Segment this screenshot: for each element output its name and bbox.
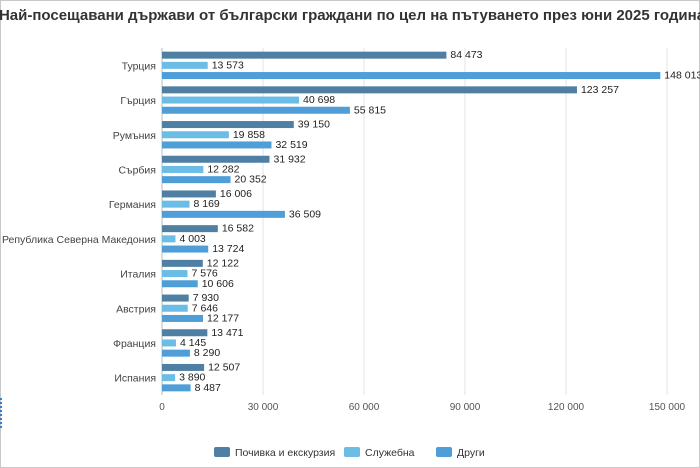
value-label: 7 930 bbox=[193, 292, 219, 304]
bar[interactable] bbox=[162, 176, 231, 184]
category-label: Германия bbox=[109, 199, 156, 211]
bar[interactable] bbox=[162, 61, 208, 69]
value-label: 16 006 bbox=[220, 188, 252, 200]
value-label: 4 145 bbox=[180, 337, 206, 349]
bar[interactable] bbox=[162, 210, 285, 218]
bar[interactable] bbox=[162, 314, 203, 322]
x-tick-label: 0 bbox=[159, 402, 165, 413]
legend-swatch[interactable] bbox=[214, 447, 230, 457]
value-label: 12 177 bbox=[207, 312, 239, 324]
category-labels: Турция Гърция Румъния Сърбия Германия Републи… bbox=[2, 60, 156, 384]
category-label: Франция bbox=[113, 338, 156, 350]
bar[interactable] bbox=[162, 131, 229, 139]
category-label: Румъния bbox=[113, 130, 156, 142]
value-label: 12 122 bbox=[207, 257, 239, 269]
x-tick-label: 120 000 bbox=[548, 402, 585, 413]
bar[interactable] bbox=[162, 363, 205, 371]
value-labels: 84 473 13 573 148 013 123 257 40 698 55 815 39… bbox=[179, 49, 700, 394]
bar[interactable] bbox=[162, 86, 577, 94]
bar[interactable] bbox=[162, 165, 204, 173]
category-label: Република Северна Македония bbox=[2, 234, 156, 246]
category-label: Гърция bbox=[120, 95, 156, 107]
value-label: 123 257 bbox=[581, 84, 619, 96]
bar[interactable] bbox=[162, 280, 198, 288]
value-label: 8 290 bbox=[194, 347, 220, 359]
category-label: Сърбия bbox=[118, 164, 156, 176]
value-label: 39 150 bbox=[298, 119, 330, 131]
bar[interactable] bbox=[162, 141, 272, 149]
legend-swatch[interactable] bbox=[344, 447, 360, 457]
bar[interactable] bbox=[162, 225, 218, 233]
bar[interactable] bbox=[162, 270, 188, 278]
value-label: 13 573 bbox=[212, 59, 244, 71]
value-label: 40 698 bbox=[303, 94, 335, 106]
legend-label[interactable]: Служебна bbox=[365, 447, 415, 459]
bar[interactable] bbox=[162, 96, 300, 104]
value-label: 7 576 bbox=[192, 268, 218, 280]
x-tick-label: 150 000 bbox=[649, 402, 686, 413]
value-label: 3 890 bbox=[179, 372, 205, 384]
grid-lines bbox=[161, 48, 668, 395]
value-label: 8 487 bbox=[195, 382, 221, 394]
bar[interactable] bbox=[162, 200, 190, 208]
bar[interactable] bbox=[162, 339, 176, 347]
value-label: 20 352 bbox=[235, 174, 267, 186]
value-label: 84 473 bbox=[450, 49, 482, 61]
category-label: Испания bbox=[114, 373, 156, 385]
x-tick-label: 60 000 bbox=[349, 402, 380, 413]
chart-title: Най-посещавани държави от български граж… bbox=[0, 7, 700, 24]
bar[interactable] bbox=[162, 329, 208, 337]
bars bbox=[162, 51, 661, 392]
legend[interactable]: Почивка и екскурзия Служебна Други bbox=[214, 447, 485, 459]
value-label: 13 471 bbox=[211, 327, 243, 339]
legend-label[interactable]: Други bbox=[457, 447, 485, 459]
selection-marker bbox=[0, 398, 4, 428]
bar[interactable] bbox=[162, 51, 447, 59]
value-label: 55 815 bbox=[354, 104, 386, 116]
bar[interactable] bbox=[162, 155, 270, 163]
value-label: 32 519 bbox=[275, 139, 307, 151]
value-label: 148 013 bbox=[664, 70, 700, 82]
x-axis-ticks: 0 30 000 60 000 90 000 120 000 150 000 bbox=[159, 402, 685, 413]
value-label: 12 507 bbox=[208, 361, 240, 373]
x-tick-label: 30 000 bbox=[248, 402, 279, 413]
value-label: 16 582 bbox=[222, 223, 254, 235]
bar[interactable] bbox=[162, 235, 176, 243]
bar[interactable] bbox=[162, 374, 176, 382]
bar[interactable] bbox=[162, 190, 216, 198]
value-label: 13 724 bbox=[212, 243, 244, 255]
legend-label[interactable]: Почивка и екскурзия bbox=[235, 447, 335, 459]
value-label: 7 646 bbox=[192, 302, 218, 314]
value-label: 31 932 bbox=[274, 153, 306, 165]
bar[interactable] bbox=[162, 259, 203, 267]
category-label: Италия bbox=[120, 269, 156, 281]
value-label: 4 003 bbox=[179, 233, 205, 245]
x-tick-label: 90 000 bbox=[450, 402, 481, 413]
value-label: 12 282 bbox=[207, 163, 239, 175]
bar[interactable] bbox=[162, 384, 191, 392]
legend-swatch[interactable] bbox=[436, 447, 452, 457]
value-label: 10 606 bbox=[202, 278, 234, 290]
bar[interactable] bbox=[162, 121, 294, 129]
value-label: 36 509 bbox=[289, 208, 321, 220]
bar[interactable] bbox=[162, 349, 190, 357]
value-label: 19 858 bbox=[233, 129, 265, 141]
bar[interactable] bbox=[162, 294, 189, 302]
bar[interactable] bbox=[162, 304, 188, 312]
bar[interactable] bbox=[162, 245, 209, 253]
value-label: 8 169 bbox=[194, 198, 220, 210]
bar[interactable] bbox=[162, 106, 350, 114]
category-label: Турция bbox=[122, 60, 156, 72]
category-label: Австрия bbox=[116, 303, 156, 315]
bar[interactable] bbox=[162, 72, 661, 80]
